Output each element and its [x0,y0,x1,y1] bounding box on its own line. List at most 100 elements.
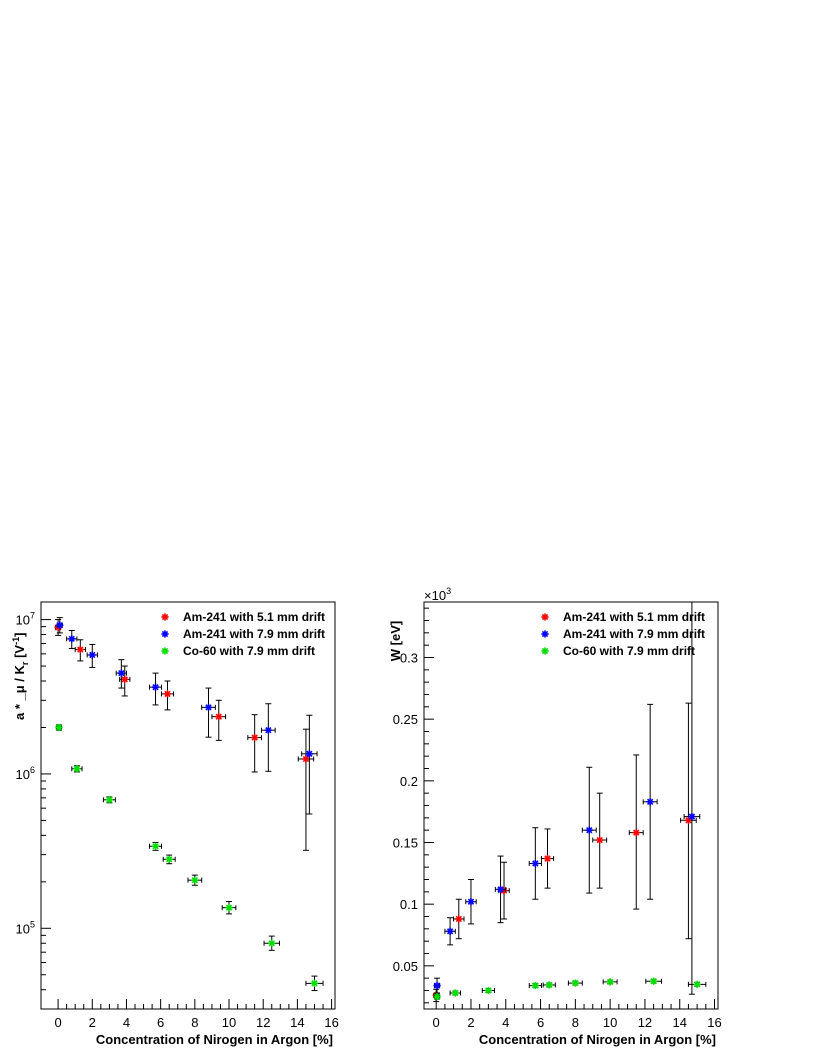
right-x-tick-label: 6 [537,1015,544,1030]
star-marker [467,898,475,906]
star-marker [251,733,259,742]
left-series-3-point [263,935,280,951]
left-y-axis-title: a * _μ / Kr [V-1] [11,633,30,720]
star-marker [433,993,441,1001]
left-plot-frame [40,601,336,1010]
right-series-2-point [528,827,542,900]
left-x-tick-label: 14 [290,1015,304,1030]
legend-marker [161,613,169,621]
star-marker [117,669,125,677]
right-series-2-point [642,703,658,900]
star-marker [585,826,593,834]
right-series-3 [433,977,707,1001]
star-marker [451,989,459,997]
left-y-tick-label: 107 [16,611,35,628]
star-marker [73,765,81,773]
left-series-1-point [211,699,227,741]
left-y-title-part-a: a * [12,700,27,720]
left-x-tick-label: 2 [89,1015,96,1030]
left-series-2 [56,617,318,815]
left-x-tick-label: 16 [324,1015,338,1030]
left-series-1-point [161,680,174,711]
left-series-1 [54,619,315,851]
legend-marker [541,647,549,655]
star-marker [55,723,63,732]
right-series-3-point [433,993,441,1001]
left-series-2-point [301,714,318,815]
left-panel: 0 2 4 6 8 10 12 14 16 105 106 107 Am-241 with 5.1 … [11,601,339,1047]
star-marker [121,675,129,683]
left-series-2-point [115,659,127,689]
star-marker [433,981,441,990]
star-marker [163,690,172,698]
right-legend-entry-3: Co-60 with 7.9 mm drift [541,644,695,658]
star-marker [543,854,552,863]
star-marker [76,645,84,654]
left-series-3-point [187,874,203,886]
star-marker [215,713,223,721]
right-series-1-point [540,828,555,889]
right-legend-label: Am-241 with 5.1 mm drift [563,610,705,624]
star-marker [151,683,160,691]
left-x-tick-label: 6 [157,1015,164,1030]
star-marker [191,876,199,884]
left-series-3-point [305,975,324,992]
right-x-ticks: 0 2 4 6 8 10 12 14 16 [433,999,722,1030]
left-y-title-unit: [V [12,645,27,662]
right-series-1-point [680,702,697,940]
right-y-ticks: 0.05 0.1 0.15 0.2 0.25 0.3 [393,607,434,1004]
right-series-2-point [433,977,441,994]
right-y-tick-label: 0.1 [400,897,418,912]
right-x-tick-label: 2 [467,1015,474,1030]
star-marker [693,980,701,988]
right-series-3-point [645,977,662,985]
left-y-title-close: ] [12,633,27,637]
right-x-tick-label: 0 [433,1015,440,1030]
left-series-3-point [149,841,163,851]
right-series-1-point [498,861,510,920]
star-marker [531,859,539,868]
right-series-2 [433,602,701,995]
legend-marker [541,630,549,638]
right-series-3-point [542,981,556,989]
left-legend-entry-3: Co-60 with 7.9 mm drift [161,644,315,658]
star-marker [302,755,310,763]
left-legend-label: Am-241 with 7.9 mm drift [183,627,325,641]
left-y-title-sub-r: r [20,661,30,665]
star-marker [496,885,505,893]
star-marker [68,635,76,643]
right-series-2-point [683,602,701,995]
left-legend-entry-1: Am-241 with 5.1 mm drift [161,610,325,624]
star-marker [650,977,658,985]
star-marker [531,981,539,990]
right-x-tick-label: 10 [603,1015,617,1030]
right-series-3-point [449,989,462,997]
left-series-2-point [56,617,64,634]
star-marker [105,796,113,804]
left-series-3-point [221,901,237,915]
left-x-tick-label: 4 [123,1015,130,1030]
right-legend-entry-2: Am-241 with 7.9 mm drift [541,627,705,641]
left-y-tick-label: 106 [16,765,35,782]
left-series-2-point [261,703,276,772]
right-y-multiplier-base: ×10 [424,588,446,603]
left-series-1-point [74,639,86,662]
right-series-2-point [581,766,597,894]
star-marker [264,726,272,734]
left-x-tick-label: 12 [256,1015,270,1030]
right-series-2-point [494,855,507,924]
star-marker [204,703,213,711]
legend-marker [161,647,169,655]
right-legend: Am-241 with 5.1 mm drift Am-241 with 7.9 … [541,610,705,658]
star-marker [688,813,696,821]
right-series-1-point [453,898,465,940]
left-legend-label: Am-241 with 5.1 mm drift [183,610,325,624]
left-x-tick-label: 10 [222,1015,236,1030]
left-series-3-point [55,723,63,732]
left-x-tick-label: 8 [191,1015,198,1030]
right-x-tick-label: 14 [672,1015,686,1030]
left-x-ticks: 0 2 4 6 8 10 12 14 16 [54,999,339,1030]
right-series-3-point [602,978,618,986]
right-legend-label: Co-60 with 7.9 mm drift [563,644,695,658]
